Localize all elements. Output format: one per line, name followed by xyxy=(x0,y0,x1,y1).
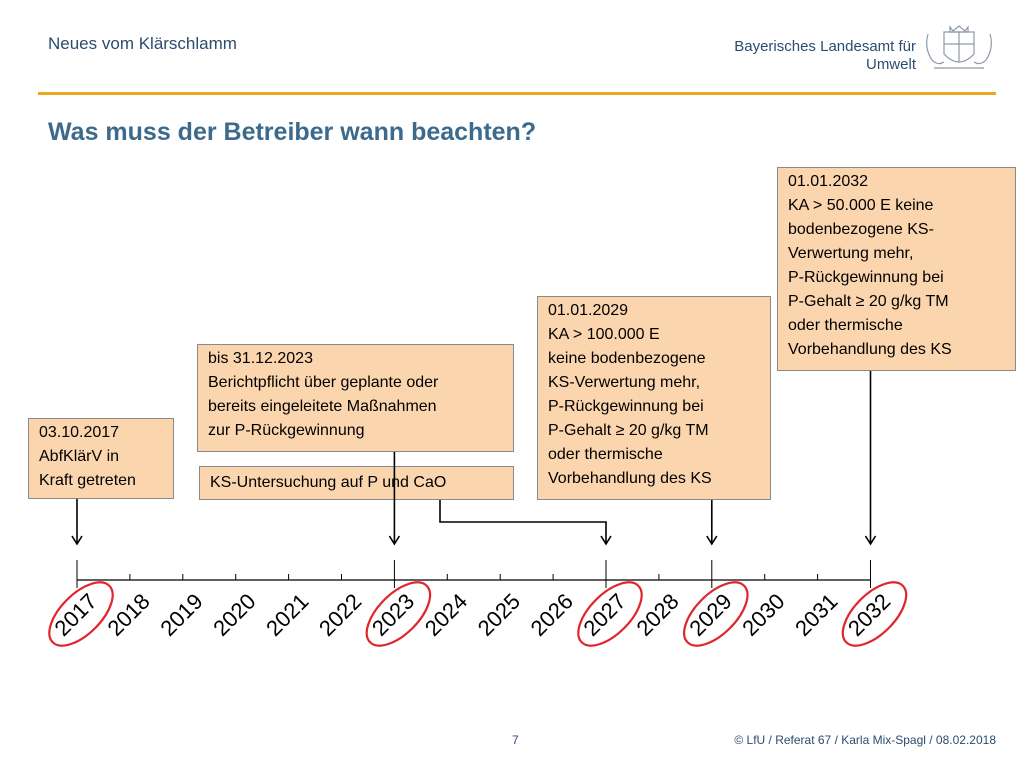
page-title: Was muss der Betreiber wann beachten? xyxy=(48,118,537,146)
organization-name: Bayerisches Landesamt für Umwelt xyxy=(734,38,916,74)
page-number: 7 xyxy=(512,733,519,747)
year-label-2024: 2024 xyxy=(420,589,472,641)
highlight-circle-2032 xyxy=(841,581,908,647)
year-label-2026: 2026 xyxy=(526,589,578,641)
year-label-2025: 2025 xyxy=(473,589,525,641)
year-label-2023: 2023 xyxy=(367,589,419,641)
header-divider xyxy=(38,92,996,95)
year-label-2031: 2031 xyxy=(790,589,842,641)
year-label-2030: 2030 xyxy=(737,589,789,641)
box-2032-requirement: 01.01.2032 KA > 50.000 E keine bodenbezo… xyxy=(777,167,1016,371)
year-label-2029: 2029 xyxy=(684,589,736,641)
year-label-2018: 2018 xyxy=(102,589,154,641)
year-label-2019: 2019 xyxy=(155,589,207,641)
connector-ks-2027 xyxy=(439,500,607,544)
year-label-2017: 2017 xyxy=(50,589,102,641)
highlight-circle-2029 xyxy=(683,581,749,647)
highlight-circle-2027 xyxy=(577,581,643,647)
highlight-circle-2023 xyxy=(365,581,432,647)
year-label-2027: 2027 xyxy=(579,589,631,641)
highlight-circle-2017 xyxy=(48,581,114,647)
arrow-2029-head xyxy=(706,535,718,546)
box-ks-analysis: KS-Untersuchung auf P und CaO xyxy=(199,466,514,500)
footer-credit: © LfU / Referat 67 / Karla Mix-Spagl / 0… xyxy=(734,733,996,747)
year-label-2020: 2020 xyxy=(208,589,260,641)
year-label-2028: 2028 xyxy=(631,589,683,641)
organization-line-2: Umwelt xyxy=(865,56,916,73)
arrow-2017-head xyxy=(71,535,83,546)
organization-line-1: Bayerisches Landesamt für xyxy=(734,38,916,55)
box-2017-abfklaerv: 03.10.2017 AbfKlärV in Kraft getreten xyxy=(28,418,174,499)
box-2029-requirement: 01.01.2029 KA > 100.000 E keine bodenbez… xyxy=(537,296,771,500)
bavarian-crest-logo xyxy=(926,25,992,69)
box-2023-reporting-duty: bis 31.12.2023 Berichtpflicht über gepla… xyxy=(197,344,514,452)
year-label-2021: 2021 xyxy=(261,589,313,641)
arrow-2023-head xyxy=(388,535,401,546)
connector-ks-2027-head xyxy=(600,535,612,546)
year-label-2032: 2032 xyxy=(843,589,895,641)
series-title: Neues vom Klärschlamm xyxy=(48,34,237,53)
year-label-2022: 2022 xyxy=(314,589,366,641)
arrow-2032-head xyxy=(864,535,877,546)
